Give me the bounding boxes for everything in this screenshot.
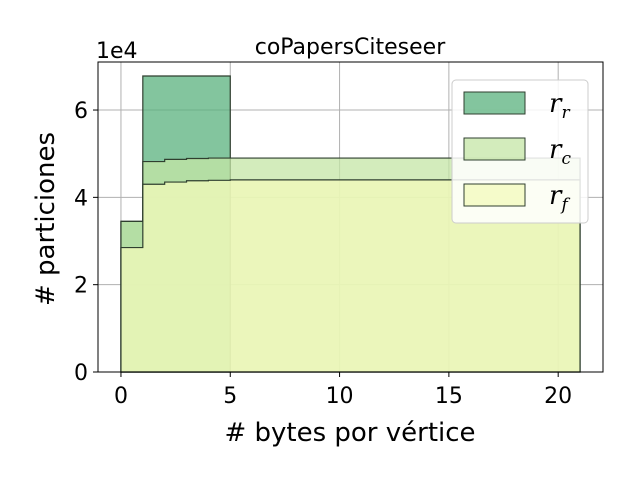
legend-swatch-r_f [463,183,526,207]
x-tick-label: 5 [223,384,237,409]
y-tick-label: 6 [74,99,88,124]
y-tick-label: 2 [74,274,88,299]
legend-swatch-r_c [463,137,526,161]
x-tick-label: 10 [326,384,354,409]
legend: rr rc rf [451,79,589,224]
legend-label-r_r: rr [549,89,570,123]
plot-frame [97,61,604,373]
axis-ticks: 0 5 10 15 20 0 2 4 6 [74,99,572,409]
x-axis-title: # bytes por vértice [224,418,475,448]
legend-label-r_c: rc [549,135,571,169]
y-tick-label: 4 [74,186,88,211]
legend-swatch-r_r [463,91,526,115]
x-tick-label: 20 [544,384,572,409]
x-tick-label: 15 [435,384,463,409]
y-scale-label: 1e4 [96,39,138,64]
y-axis-title: # particiones [31,132,61,306]
y-tick-label: 0 [74,361,88,386]
x-tick-label: 0 [114,384,128,409]
legend-label-r_f: rf [549,181,570,215]
chart-title: coPapersCiteseer [255,35,446,60]
